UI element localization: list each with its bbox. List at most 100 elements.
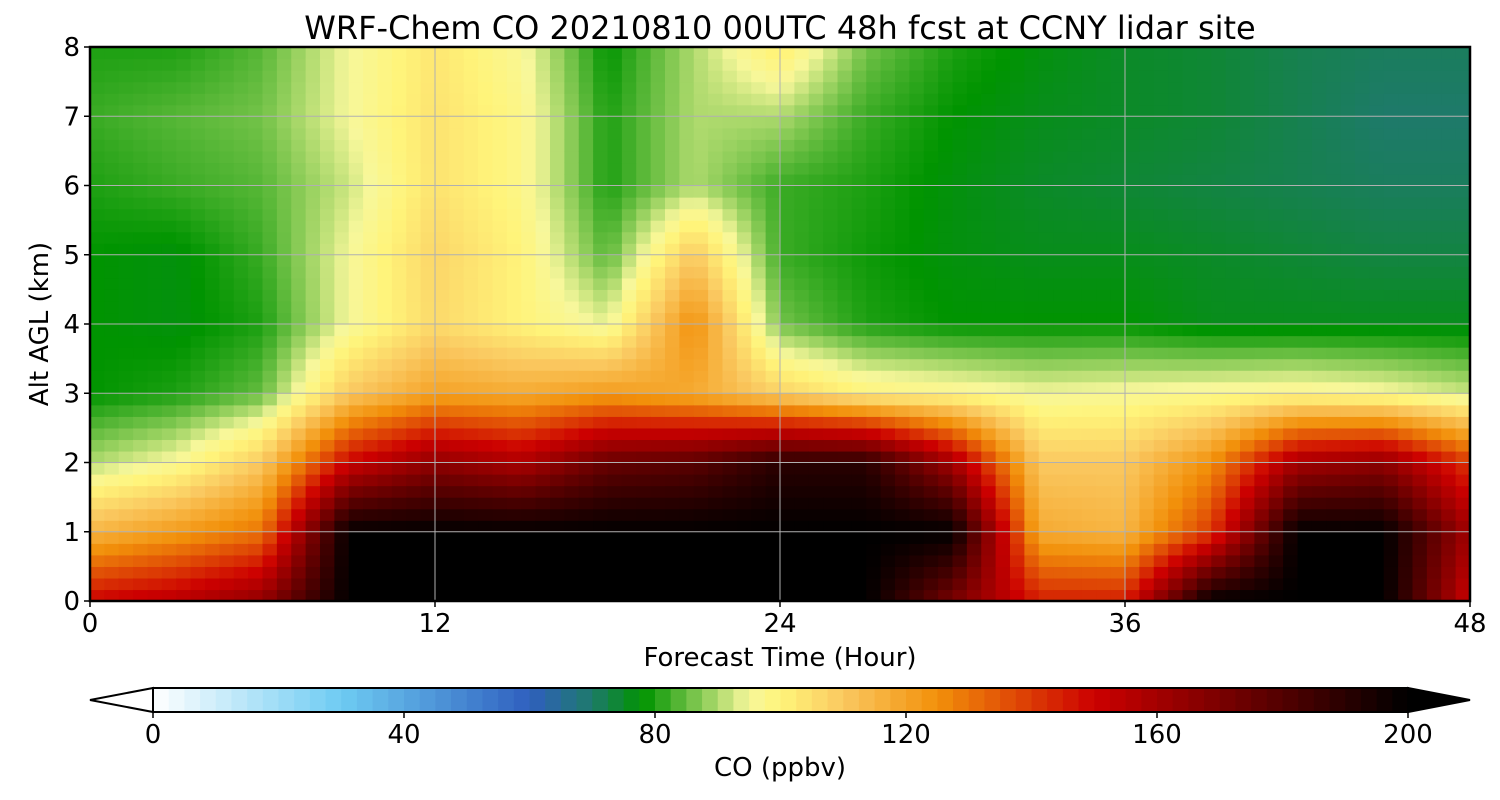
heatmap-cell	[233, 93, 249, 106]
heatmap-cell	[1240, 277, 1255, 290]
heatmap-cell	[248, 577, 264, 591]
heatmap-cell	[1441, 231, 1457, 244]
heatmap-cell	[1024, 508, 1040, 521]
heatmap-cell	[593, 462, 609, 475]
heatmap-cell	[176, 208, 192, 221]
heatmap-cell	[866, 427, 882, 441]
heatmap-cell	[90, 347, 105, 360]
heatmap-cell	[665, 173, 680, 187]
heatmap-cell	[435, 93, 450, 106]
heatmap-cell	[1398, 370, 1414, 383]
heatmap-cell	[1240, 81, 1255, 94]
heatmap-cell	[104, 589, 120, 602]
heatmap-cell	[550, 300, 565, 314]
heatmap-cell	[1081, 300, 1097, 314]
heatmap-cell	[837, 70, 853, 83]
heatmap-cell	[1096, 208, 1112, 221]
heatmap-cell	[535, 324, 551, 337]
heatmap-cell	[133, 289, 149, 302]
heatmap-cell	[550, 139, 565, 152]
heatmap-cell	[607, 173, 623, 187]
heatmap-cell	[607, 185, 623, 198]
heatmap-cell	[1225, 543, 1241, 556]
heatmap-cell	[90, 335, 105, 348]
heatmap-cell	[1010, 554, 1025, 567]
heatmap-cell	[291, 197, 307, 210]
heatmap-cell	[391, 277, 407, 290]
heatmap-cell	[176, 324, 192, 337]
heatmap-cell	[205, 243, 220, 256]
heatmap-cell	[1283, 324, 1299, 337]
heatmap-cell	[1038, 554, 1054, 567]
heatmap-cell	[334, 497, 350, 510]
heatmap-cell	[90, 497, 105, 510]
heatmap-cell	[133, 508, 149, 521]
heatmap-cell	[233, 197, 249, 210]
heatmap-cell	[751, 358, 767, 371]
heatmap-cell	[923, 439, 939, 452]
heatmap-cell	[1398, 289, 1414, 302]
heatmap-cell	[291, 358, 307, 371]
heatmap-cell	[363, 335, 379, 348]
heatmap-cell	[981, 70, 997, 83]
heatmap-cell	[837, 474, 853, 487]
heatmap-cell	[449, 485, 465, 498]
heatmap-cell	[248, 347, 264, 360]
heatmap-cell	[1297, 335, 1313, 348]
heatmap-cell	[736, 439, 752, 452]
heatmap-cell	[1398, 208, 1414, 221]
heatmap-cell	[593, 347, 609, 360]
heatmap-cell	[449, 427, 465, 441]
heatmap-cell	[708, 173, 724, 187]
heatmap-cell	[205, 497, 220, 510]
heatmap-cell	[190, 485, 206, 498]
colorbar-segment	[639, 688, 656, 712]
heatmap-cell	[334, 450, 350, 464]
heatmap-cell	[1254, 370, 1270, 383]
heatmap-cell	[1355, 139, 1370, 152]
heatmap-cell	[780, 520, 795, 533]
heatmap-cell	[1398, 566, 1414, 579]
heatmap-cell	[449, 566, 465, 579]
heatmap-cell	[794, 474, 810, 487]
heatmap-cell	[952, 197, 968, 210]
heatmap-cell	[435, 312, 450, 325]
colorbar-segment	[356, 688, 374, 712]
heatmap-cell	[420, 139, 436, 152]
heatmap-cell	[550, 58, 565, 71]
heatmap-cell	[708, 589, 724, 602]
heatmap-cell	[262, 543, 278, 556]
heatmap-cell	[1038, 393, 1054, 406]
heatmap-cell	[722, 208, 738, 221]
heatmap-cell	[1283, 497, 1299, 510]
heatmap-cell	[851, 462, 867, 475]
heatmap-cell	[1297, 358, 1313, 371]
heatmap-cell	[1297, 231, 1313, 244]
heatmap-cell	[1153, 404, 1169, 417]
heatmap-cell	[938, 289, 954, 302]
heatmap-cell	[1383, 277, 1399, 290]
heatmap-cell	[780, 497, 795, 510]
heatmap-cell	[1010, 116, 1025, 129]
heatmap-cell	[621, 162, 637, 175]
heatmap-cell	[722, 450, 738, 464]
heatmap-cell	[118, 589, 134, 602]
heatmap-cell	[866, 185, 882, 198]
heatmap-cell	[492, 208, 508, 221]
heatmap-cell	[1196, 589, 1212, 602]
heatmap-cell	[391, 485, 407, 498]
heatmap-cell	[1053, 231, 1069, 244]
heatmap-cell	[693, 450, 709, 464]
heatmap-cell	[133, 566, 149, 579]
heatmap-cell	[147, 139, 163, 152]
heatmap-cell	[765, 104, 781, 117]
heatmap-cell	[90, 220, 105, 233]
heatmap-cell	[1024, 104, 1040, 117]
heatmap-cell	[435, 47, 450, 60]
heatmap-cell	[952, 70, 968, 83]
heatmap-cell	[276, 220, 292, 233]
heatmap-cell	[334, 508, 350, 521]
heatmap-cell	[233, 474, 249, 487]
heatmap-cell	[909, 531, 925, 544]
heatmap-cell	[1096, 277, 1112, 290]
